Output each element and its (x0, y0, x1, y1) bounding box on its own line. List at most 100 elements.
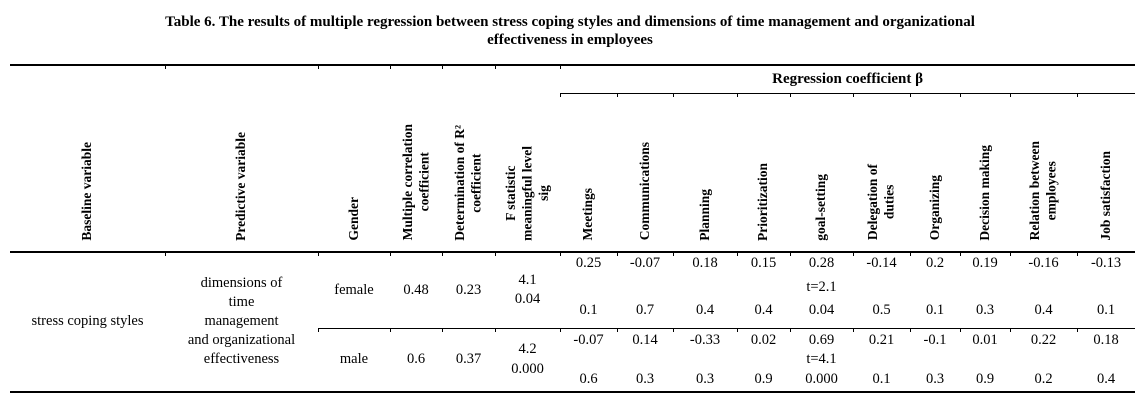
sig-value: 0.2 (1034, 370, 1053, 387)
cell-male-f-statistic: 4.2 0.000 (494, 327, 560, 393)
col-header-communications: Communications (616, 92, 673, 253)
planning-label: Planning (696, 188, 712, 241)
col-header-goal-setting: goal-setting (789, 92, 853, 253)
cell-male-relation: 0.22 0.2 (1009, 327, 1077, 393)
beta-value: -0.07 (629, 255, 661, 272)
sig-value: 0.04 (808, 302, 835, 319)
cell-female-communications: -0.07 0.7 (616, 250, 673, 329)
beta-value: 0.18 (1093, 331, 1119, 348)
col-header-relation-between-employees: Relation between employees (1009, 92, 1077, 253)
cell-baseline-variable: stress coping styles (10, 251, 165, 393)
organizing-label: Organizing (926, 175, 942, 241)
row-male: male 0.6 0.37 4.2 0.000 -0.07 0.6 0.14 0.3… (10, 327, 1136, 393)
sig-value: 0.4 (1097, 370, 1116, 387)
cell-male-multiple-correlation: 0.6 (389, 327, 442, 393)
sig-value: 0.1 (872, 370, 891, 387)
col-header-predictive-variable: Predictive variable (164, 63, 318, 253)
decision-making-label: Decision making (976, 144, 992, 241)
cell-female-prioritization: 0.15 0.4 (736, 250, 790, 329)
beta-value: -0.16 (1028, 255, 1059, 272)
col-header-job-satisfaction: Job satisfaction (1076, 92, 1136, 253)
cell-male-job-satisfaction: 0.18 0.4 (1076, 327, 1136, 393)
col-header-f-statistic: F statistic meaningful level sig (494, 63, 560, 253)
sig-value: 0.3 (975, 302, 995, 319)
row-female: stress coping styles dimensions of time … (10, 250, 1136, 393)
cell-female-goal-setting: 0.28 t=2.1 0.04 (789, 250, 853, 329)
beta-value: 0.69 (808, 331, 835, 348)
cell-female-delegation: -0.14 0.5 (852, 250, 910, 329)
col-header-delegation-of-duties: Delegation of duties (852, 92, 910, 253)
beta-value: 0.18 (692, 255, 718, 272)
beta-value: 0.2 (925, 255, 945, 272)
baseline-variable-label: Baseline variable (79, 141, 95, 241)
beta-value: -0.33 (689, 331, 721, 348)
beta-value: 0.19 (972, 255, 998, 272)
sig-value: 0.6 (579, 370, 598, 387)
cell-female-decision-making: 0.19 0.3 (959, 250, 1010, 329)
goal-setting-label: goal-setting (813, 173, 829, 241)
communications-label: Communications (636, 142, 652, 241)
col-header-decision-making: Decision making (959, 92, 1010, 253)
cell-predictive-variable: dimensions of time management and organi… (164, 250, 318, 393)
col-header-multiple-correlation: Multiple correlation coefficient (389, 63, 442, 253)
sig-value: 0.000 (805, 370, 838, 387)
cell-male-delegation: 0.21 0.1 (852, 327, 910, 393)
cell-female-organizing: 0.2 0.1 (909, 250, 960, 329)
cell-female-gender: female (317, 250, 390, 329)
col-header-planning: Planning (672, 92, 737, 253)
cell-male-gender: male (317, 327, 390, 393)
beta-value: -0.14 (866, 255, 897, 272)
sig-value: 0.1 (1097, 302, 1116, 319)
cell-male-goal-setting: 0.69 t=4.1 0.000 (789, 327, 853, 393)
col-header-organizing: Organizing (909, 92, 960, 253)
cell-male-meetings: -0.07 0.6 (559, 327, 617, 393)
beta-value: 0.21 (868, 331, 895, 348)
sig-value: 0.4 (695, 302, 715, 319)
cell-female-planning: 0.18 0.4 (672, 250, 737, 329)
meetings-label: Meetings (580, 188, 596, 241)
beta-value: -0.07 (573, 331, 604, 348)
beta-value: 0.14 (632, 331, 658, 348)
beta-value: 0.28 (808, 255, 835, 272)
cell-female-job-satisfaction: -0.13 0.1 (1076, 250, 1136, 329)
delegation-of-duties-label: Delegation of duties (865, 164, 897, 241)
beta-value: 0.25 (575, 255, 602, 272)
prioritization-label: Prioritization (755, 162, 771, 241)
t-value: t=4.1 (806, 351, 837, 368)
cell-male-organizing: -0.1 0.3 (909, 327, 960, 393)
t-value: t=2.1 (806, 278, 837, 295)
determination-r2-label: Determination of R² coefficient (452, 124, 484, 241)
sig-value: 0.1 (579, 302, 598, 319)
col-header-gender: Gender (317, 63, 390, 253)
col-header-determination-r2: Determination of R² coefficient (441, 63, 495, 253)
beta-value: 0.15 (750, 255, 777, 272)
sig-value: 0.9 (754, 370, 773, 387)
beta-value: -0.1 (923, 331, 947, 348)
col-header-baseline-variable: Baseline variable (10, 64, 165, 253)
sig-value: 0.3 (695, 370, 715, 387)
sig-value: 0.4 (1034, 302, 1053, 319)
col-header-meetings: Meetings (559, 92, 617, 253)
f-statistic-label: F statistic meaningful level sig (502, 145, 551, 241)
cell-male-planning: -0.33 0.3 (672, 327, 737, 393)
beta-value: 0.01 (972, 331, 998, 348)
regression-results-table: Baseline variable Predictive variable Ge… (10, 63, 1136, 393)
beta-value: -0.13 (1090, 255, 1122, 272)
cell-female-f-statistic: 4.1 0.04 (494, 250, 560, 329)
header-row-beta-dimensions: Meetings Communications Planning Priorit… (10, 92, 1136, 253)
predictive-variable-label: Predictive variable (233, 131, 249, 241)
header-row-top: Baseline variable Predictive variable Ge… (10, 63, 1136, 253)
gender-label: Gender (345, 197, 361, 241)
cell-female-relation: -0.16 0.4 (1009, 250, 1077, 329)
cell-male-determination: 0.37 (441, 327, 495, 393)
cell-female-determination: 0.23 (441, 250, 495, 329)
regression-coefficient-beta-header: Regression coefficient β (559, 63, 1136, 94)
multiple-correlation-label: Multiple correlation coefficient (399, 124, 431, 241)
sig-value: 0.9 (975, 370, 995, 387)
relation-between-employees-label: Relation between employees (1027, 141, 1059, 241)
job-satisfaction-label: Job satisfaction (1097, 150, 1113, 241)
cell-male-decision-making: 0.01 0.9 (959, 327, 1010, 393)
cell-female-meetings: 0.25 0.1 (559, 250, 617, 329)
col-header-prioritization: Prioritization (736, 92, 790, 253)
cell-female-multiple-correlation: 0.48 (389, 250, 442, 329)
